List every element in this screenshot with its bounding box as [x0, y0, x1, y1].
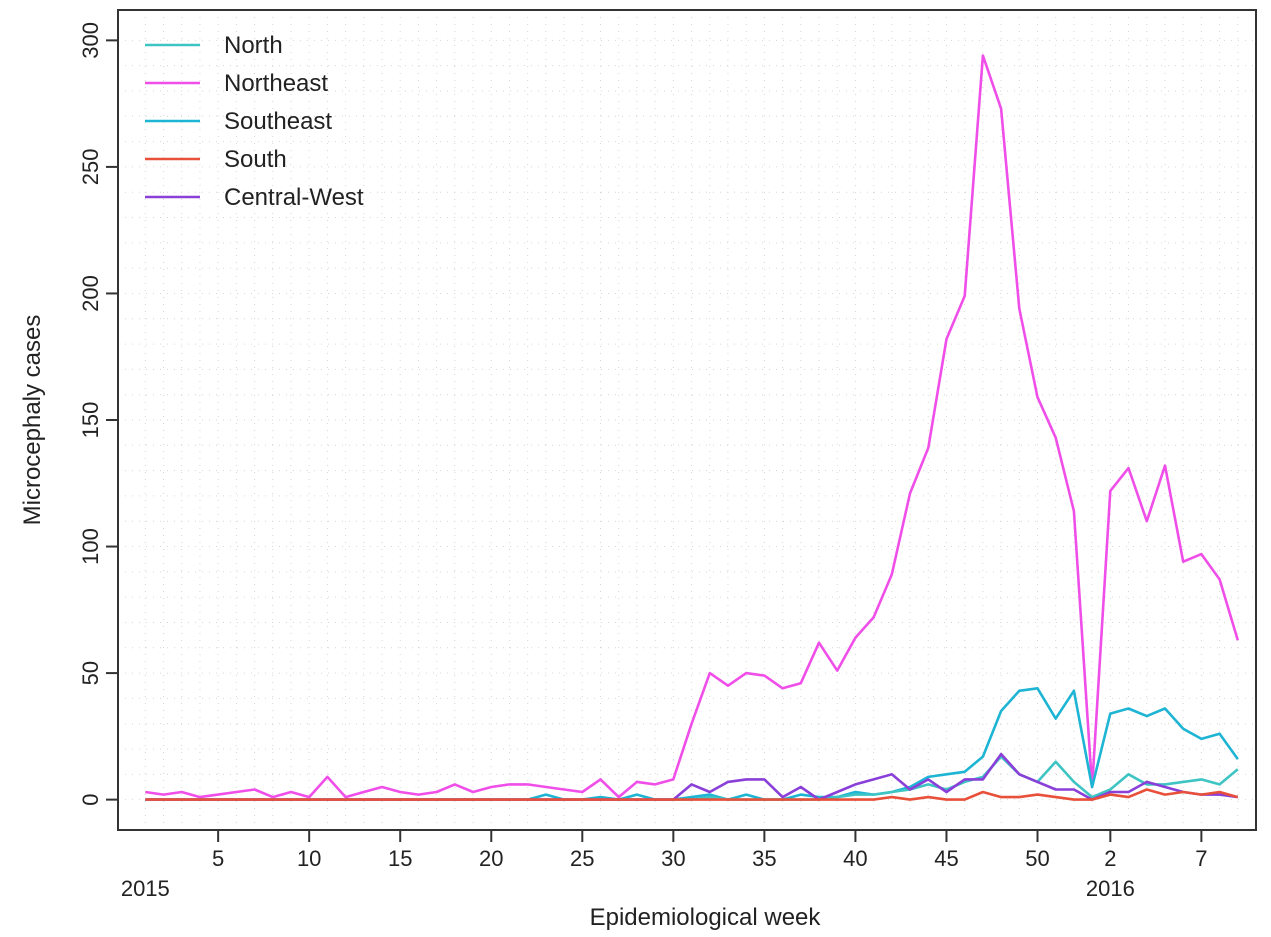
y-tick-label: 50	[78, 661, 103, 685]
y-axis-title: Microcephaly cases	[19, 315, 46, 526]
x-tick-label: 35	[752, 846, 776, 871]
x-tick-label: 15	[388, 846, 412, 871]
y-tick-label: 200	[78, 275, 103, 312]
x-axis-ticks: 5 10 15 20 25 30 35 40 45 50 2 7	[212, 830, 1208, 871]
y-axis-ticks: 0 50 100 150 200 250 300	[78, 22, 118, 806]
series-line-south	[145, 788, 1239, 801]
legend-label: South	[224, 146, 287, 173]
x-tick-label: 10	[297, 846, 321, 871]
grid-lines	[118, 10, 1256, 830]
x-tick-label: 40	[843, 846, 867, 871]
year-label: 2015	[121, 876, 170, 901]
year-labels: 2015 2016	[121, 876, 1135, 901]
legend-label: Central-West	[224, 184, 364, 211]
x-tick-label: 2	[1104, 846, 1116, 871]
legend: North Northeast Southeast South Central-West	[145, 32, 364, 211]
x-tick-label: 50	[1025, 846, 1049, 871]
y-tick-label: 150	[78, 402, 103, 439]
y-tick-label: 0	[78, 794, 103, 806]
legend-label: Southeast	[224, 108, 332, 135]
x-tick-label: 7	[1195, 846, 1207, 871]
year-label: 2016	[1086, 876, 1135, 901]
x-axis-title: Epidemiological week	[590, 904, 822, 931]
series-line-north	[145, 755, 1239, 801]
y-tick-label: 300	[78, 22, 103, 59]
legend-label: North	[224, 32, 283, 59]
x-tick-label: 20	[479, 846, 503, 871]
x-tick-label: 45	[934, 846, 958, 871]
series-lines	[145, 54, 1240, 801]
series-line-central-west	[145, 752, 1238, 801]
series-line-northeast	[145, 54, 1240, 799]
y-tick-label: 100	[78, 528, 103, 565]
x-tick-label: 30	[661, 846, 685, 871]
y-tick-label: 250	[78, 149, 103, 186]
x-tick-label: 25	[570, 846, 594, 871]
legend-label: Northeast	[224, 70, 328, 97]
x-tick-label: 5	[212, 846, 224, 871]
